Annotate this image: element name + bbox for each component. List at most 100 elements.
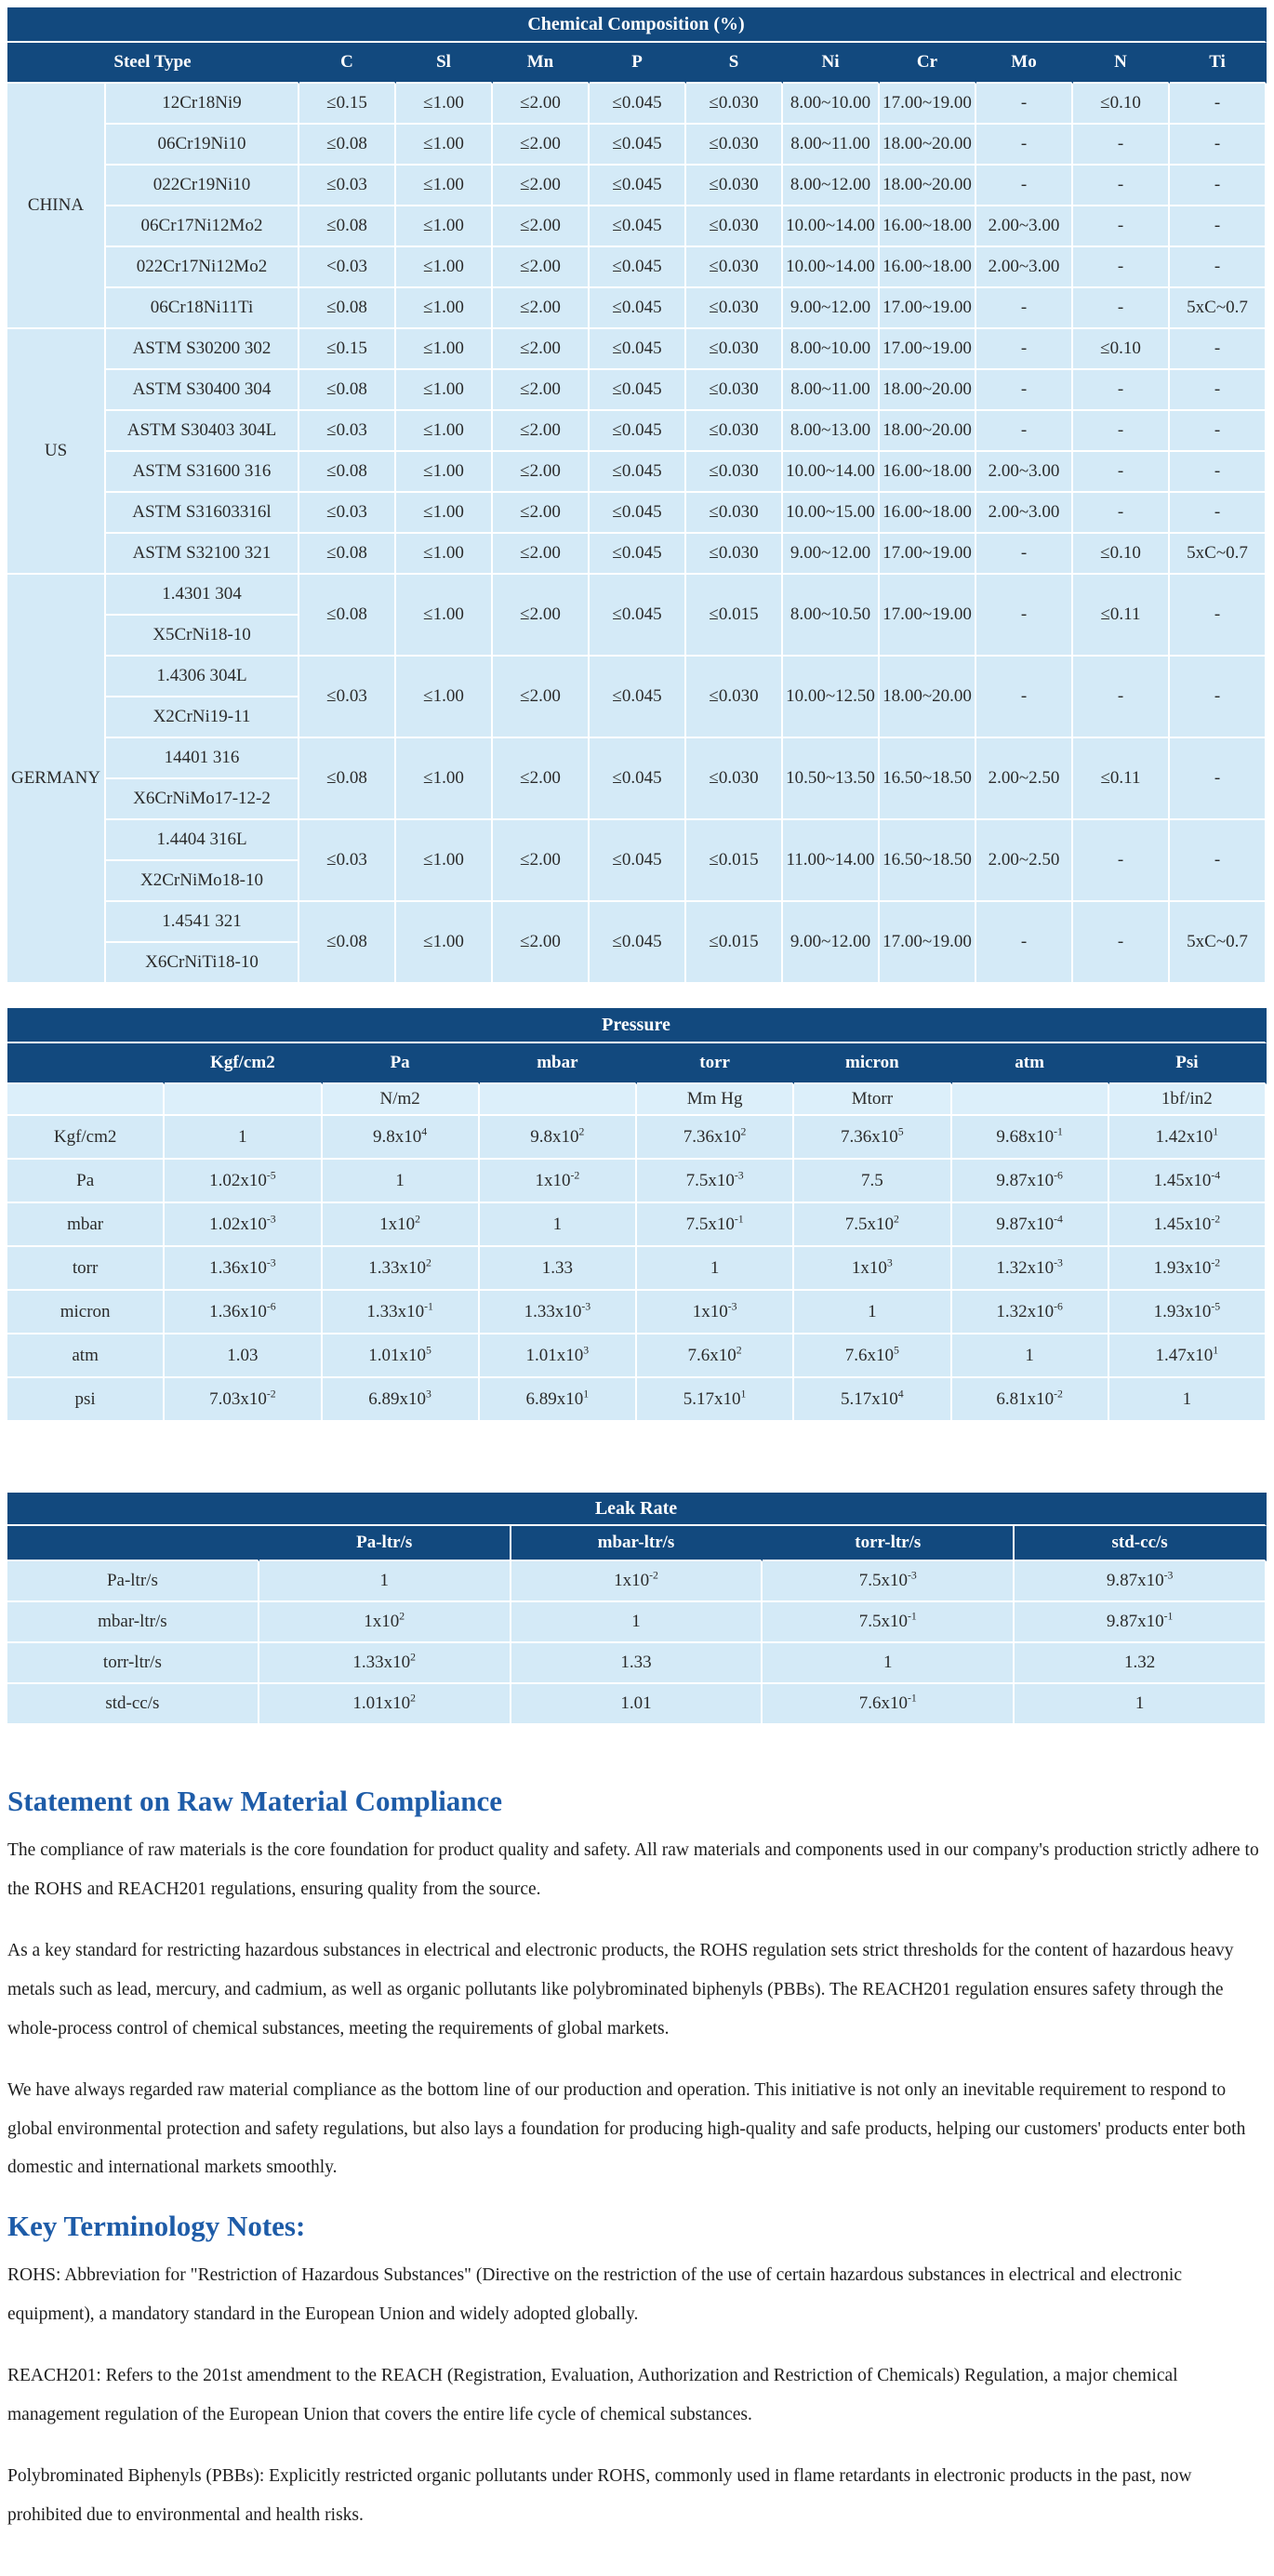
value-cell: 1.93x10-5	[1108, 1291, 1267, 1334]
value-cell: ≤1.00	[396, 84, 493, 125]
value-cell: -	[1170, 329, 1267, 370]
table-row: torr 1.36x10-3 1.33x102 1.33 1 1x103 1.32x10-3…	[7, 1247, 1267, 1291]
value-cell: 1.33x10-3	[479, 1291, 637, 1334]
table-row: ASTM S30403 304L ≤0.03 ≤1.00 ≤2.00 ≤0.045 ≤0.…	[7, 411, 1267, 452]
value-cell: 1.02x10-5	[165, 1160, 323, 1203]
country-cell: GERMANY	[7, 575, 106, 984]
value-cell: 16.00~18.00	[880, 247, 976, 288]
value-cell: ≤0.045	[590, 206, 686, 247]
value-cell: 7.6x105	[794, 1334, 952, 1378]
steel-type-cell: ASTM S32100 321	[106, 534, 299, 575]
value-cell: 9.87x10-3	[1015, 1561, 1267, 1602]
value-cell: -	[1073, 902, 1170, 984]
value-cell: 1.33x102	[322, 1247, 480, 1291]
value-cell: 1.45x10-2	[1108, 1203, 1267, 1247]
chemical-composition-table: Chemical Composition (%) Steel Type C Sl Mn…	[7, 7, 1267, 984]
value-cell: 1	[637, 1247, 795, 1291]
row-label-cell: mbar	[7, 1203, 166, 1247]
chemical-table-title: Chemical Composition (%)	[7, 7, 1267, 43]
value-cell: ≤0.045	[590, 452, 686, 493]
value-cell: ≤0.08	[299, 288, 396, 329]
value-cell: -	[1073, 411, 1170, 452]
steel-type-cell: 14401 316	[106, 738, 299, 779]
value-cell: 16.50~18.50	[880, 738, 976, 820]
statement-heading: Statement on Raw Material Compliance	[7, 1785, 503, 1817]
value-cell: 1x102	[322, 1203, 480, 1247]
table-row: 06Cr19Ni10 ≤0.08 ≤1.00 ≤2.00 ≤0.045 ≤0.030 8.0…	[7, 125, 1267, 166]
value-cell: 17.00~19.00	[880, 84, 976, 125]
statement-paragraph: The compliance of raw materials is the c…	[7, 1840, 1259, 1899]
table-row: 1.4306 304L ≤0.03 ≤1.00 ≤2.00 ≤0.045 ≤0.030 10…	[7, 657, 1267, 738]
value-cell: 2.00~3.00	[976, 247, 1073, 288]
leak-column-header: torr-ltr/s	[763, 1526, 1015, 1561]
value-cell: ≤2.00	[493, 125, 590, 166]
table-row: X2CrNi19-11	[7, 697, 1267, 738]
value-cell: 9.00~12.00	[783, 534, 880, 575]
steel-type-cell: X2CrNi19-11	[106, 697, 299, 738]
value-cell: 1.33x102	[259, 1643, 511, 1684]
value-cell: ≤1.00	[396, 247, 493, 288]
value-cell: ≤1.00	[396, 820, 493, 902]
value-cell: -	[976, 657, 1073, 738]
value-cell: ≤1.00	[396, 206, 493, 247]
element-column-header: P	[590, 43, 686, 84]
table-title-row: Pressure	[7, 1008, 1267, 1043]
value-cell: 7.5	[794, 1160, 952, 1203]
leak-table-header-row: Pa-ltr/s mbar-ltr/s torr-ltr/s std-cc/s	[7, 1526, 1267, 1561]
value-cell: 18.00~20.00	[880, 370, 976, 411]
terminology-heading: Key Terminology Notes:	[7, 2210, 306, 2243]
value-cell: ≤0.08	[299, 206, 396, 247]
table-row: GERMANY 1.4301 304 ≤0.08 ≤1.00 ≤2.00 ≤0.045 ≤0…	[7, 575, 1267, 984]
value-cell: 10.00~14.00	[783, 206, 880, 247]
value-cell: ≤0.08	[299, 452, 396, 493]
value-cell: 1	[165, 1116, 323, 1160]
element-column-header: N	[1073, 43, 1170, 84]
steel-type-cell: X6CrNiMo17-12-2	[106, 779, 299, 820]
value-cell: ≤0.030	[686, 125, 783, 166]
value-cell: 1.02x10-3	[165, 1203, 323, 1247]
value-cell: 9.8x104	[322, 1116, 480, 1160]
value-cell: -	[1073, 125, 1170, 166]
value-cell: 1.36x10-3	[165, 1247, 323, 1291]
table-row: 06Cr18Ni11Ti ≤0.08 ≤1.00 ≤2.00 ≤0.045 ≤0.030 9…	[7, 288, 1267, 329]
value-cell: 1	[794, 1291, 952, 1334]
value-cell: ≤0.045	[590, 534, 686, 575]
leak-column-header: std-cc/s	[1015, 1526, 1267, 1561]
value-cell: ≤0.045	[590, 247, 686, 288]
pressure-column-header: torr	[637, 1043, 795, 1084]
value-cell: ≤1.00	[396, 370, 493, 411]
table-row: X6CrNiMo17-12-2	[7, 779, 1267, 820]
value-cell: 18.00~20.00	[880, 411, 976, 452]
unit-subheader-cell: N/m2	[322, 1084, 480, 1116]
value-cell: ≤0.11	[1073, 738, 1170, 820]
value-cell: ≤1.00	[396, 125, 493, 166]
row-label-cell: mbar-ltr/s	[7, 1602, 259, 1643]
steel-type-cell: X6CrNiTi18-10	[106, 943, 299, 984]
value-cell: 6.89x103	[322, 1378, 480, 1422]
steel-type-cell: 1.4541 321	[106, 902, 299, 943]
table-title-row: Chemical Composition (%)	[7, 7, 1267, 43]
unit-subheader-cell: Mtorr	[794, 1084, 952, 1116]
spacer	[7, 1422, 1267, 1493]
pressure-column-header: Psi	[1108, 1043, 1267, 1084]
value-cell: -	[1170, 206, 1267, 247]
value-cell: 2.00~2.50	[976, 738, 1073, 820]
value-cell: 9.87x10-4	[951, 1203, 1109, 1247]
value-cell: 8.00~10.50	[783, 575, 880, 657]
value-cell: ≤1.00	[396, 452, 493, 493]
value-cell: ≤0.045	[590, 902, 686, 984]
value-cell: ≤0.045	[590, 657, 686, 738]
table-row: X5CrNi18-10	[7, 616, 1267, 657]
value-cell: 16.00~18.00	[880, 452, 976, 493]
value-cell: ≤2.00	[493, 820, 590, 902]
value-cell: 1	[1015, 1684, 1267, 1725]
row-label-cell: std-cc/s	[7, 1684, 259, 1725]
value-cell: 17.00~19.00	[880, 329, 976, 370]
value-cell: 7.6x10-1	[763, 1684, 1015, 1725]
steel-type-cell: ASTM S30403 304L	[106, 411, 299, 452]
value-cell: ≤0.045	[590, 370, 686, 411]
unit-subheader-cell: 1bf/in2	[1108, 1084, 1267, 1116]
row-label-cell: atm	[7, 1334, 166, 1378]
value-cell: ≤2.00	[493, 247, 590, 288]
steel-type-cell: 1.4301 304	[106, 575, 299, 616]
